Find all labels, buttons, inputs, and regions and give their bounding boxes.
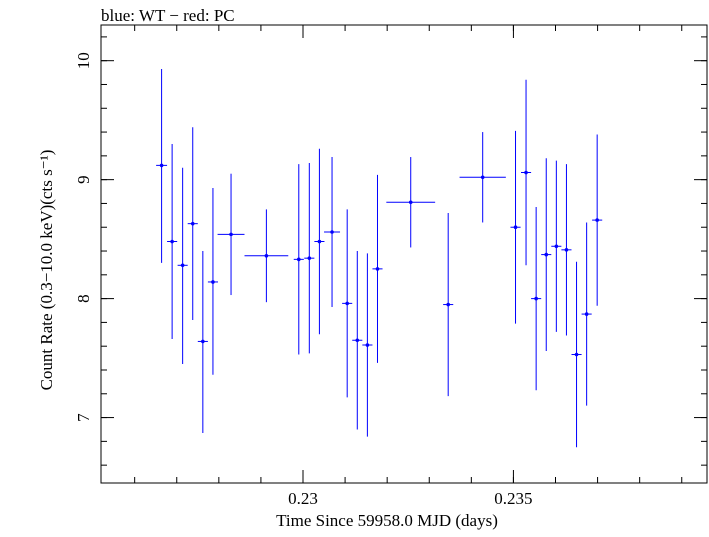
data-point <box>541 158 552 351</box>
point-marker <box>534 296 538 301</box>
point-marker <box>564 248 569 252</box>
data-point <box>571 261 582 448</box>
point-marker <box>584 312 589 316</box>
y-tick-label: 9 <box>74 175 93 184</box>
point-marker <box>159 163 164 168</box>
point-marker <box>190 221 195 226</box>
point-marker <box>211 280 215 284</box>
point-marker <box>170 239 174 244</box>
data-point <box>167 143 178 340</box>
data-point <box>324 157 341 307</box>
point-marker <box>408 200 413 205</box>
data-point <box>197 251 208 434</box>
data-points <box>156 69 603 448</box>
data-point <box>244 209 289 303</box>
data-point <box>177 167 188 365</box>
point-marker <box>375 267 380 271</box>
point-marker <box>513 225 518 230</box>
data-point <box>531 207 542 391</box>
data-point <box>510 130 521 324</box>
chart-title: blue: WT − red: PC <box>101 6 235 25</box>
point-marker <box>307 256 312 260</box>
data-point <box>314 148 325 335</box>
point-marker <box>229 232 233 237</box>
data-point <box>443 212 454 397</box>
point-marker <box>317 239 322 244</box>
data-point <box>187 127 198 321</box>
data-point <box>372 174 383 363</box>
point-marker <box>345 301 349 306</box>
y-tick-label: 8 <box>74 294 93 303</box>
axis-ticks <box>101 25 707 483</box>
y-axis-label: Count Rate (0.3−10.0 keV)(cts s⁻¹) <box>37 150 56 391</box>
point-marker <box>544 252 549 257</box>
point-marker <box>554 244 559 249</box>
point-marker <box>355 338 360 343</box>
data-point <box>352 251 363 430</box>
data-point <box>459 132 506 223</box>
data-point <box>592 134 603 306</box>
data-point <box>293 164 304 355</box>
data-point <box>581 222 592 406</box>
data-point <box>362 253 373 437</box>
point-marker <box>201 339 205 344</box>
point-marker <box>180 263 185 268</box>
x-axis-label: Time Since 59958.0 MJD (days) <box>276 511 498 530</box>
axis-tick-labels: 0.23 0.235 7 8 9 10 <box>74 52 533 508</box>
data-point <box>561 164 572 336</box>
plot-frame <box>100 24 708 484</box>
data-point <box>520 79 532 266</box>
point-marker <box>264 253 269 258</box>
data-point <box>207 187 218 375</box>
data-point <box>342 209 353 398</box>
y-tick-label: 10 <box>74 52 93 69</box>
y-tick-label: 7 <box>74 413 93 422</box>
point-marker <box>524 170 528 175</box>
data-point <box>217 173 245 296</box>
data-point <box>304 162 315 354</box>
data-point <box>551 160 562 332</box>
point-marker <box>574 352 579 357</box>
point-marker <box>296 257 301 262</box>
x-tick-label: 0.23 <box>288 489 318 508</box>
point-marker <box>365 343 370 347</box>
point-marker <box>330 230 334 234</box>
point-marker <box>446 302 450 307</box>
data-point <box>156 69 168 263</box>
point-marker <box>595 218 599 222</box>
data-point <box>386 157 436 248</box>
x-tick-label: 0.235 <box>494 489 532 508</box>
point-marker <box>480 175 485 180</box>
